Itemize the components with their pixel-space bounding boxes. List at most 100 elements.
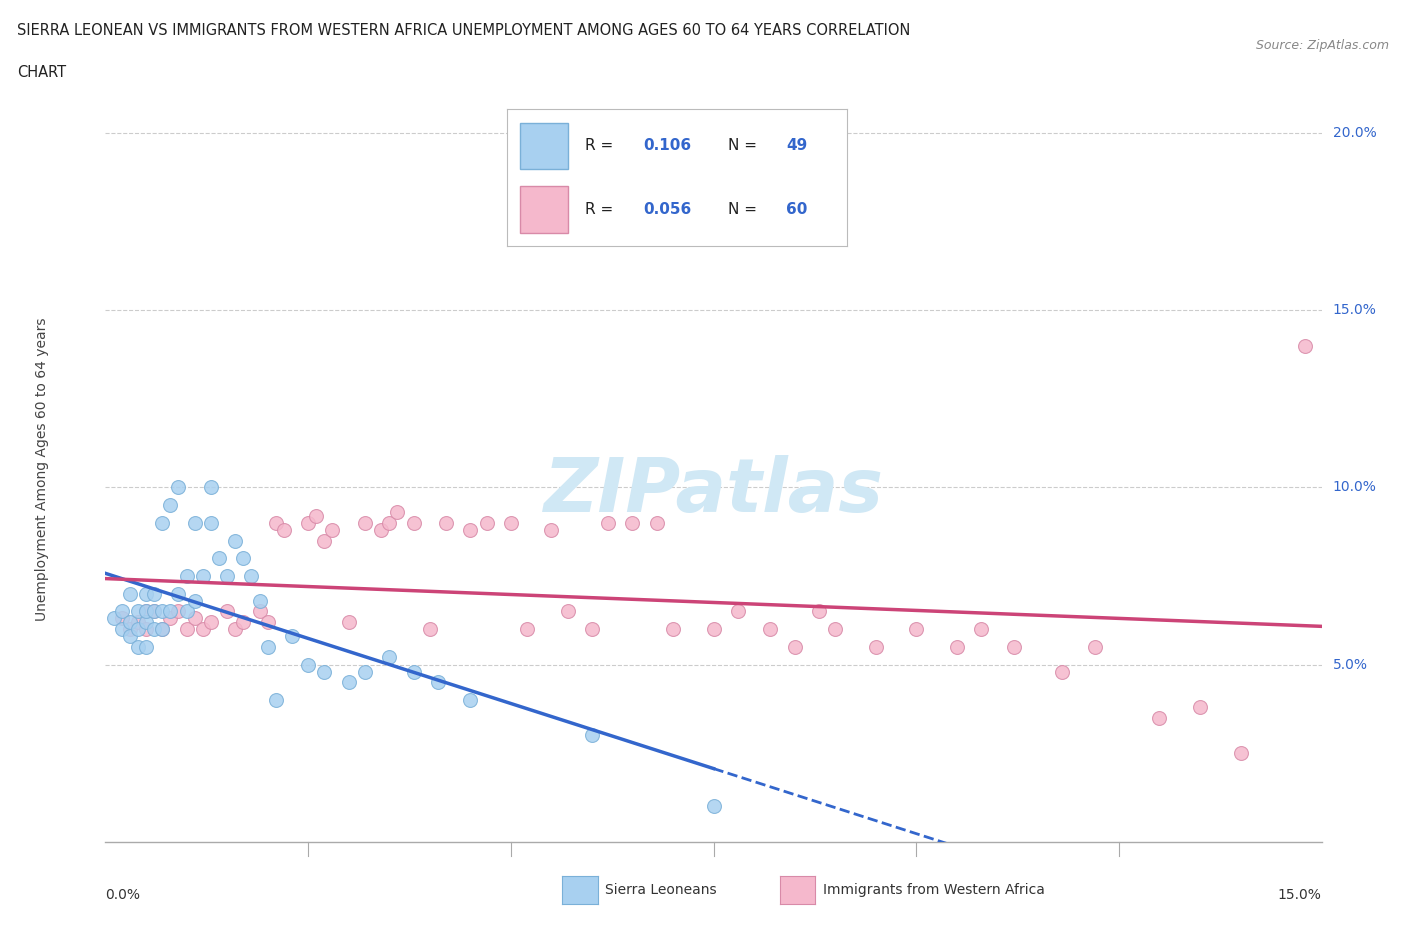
Point xyxy=(378,650,401,665)
Point xyxy=(1050,664,1073,679)
Point xyxy=(135,621,157,636)
Point xyxy=(581,728,603,743)
Point xyxy=(516,621,538,636)
Point xyxy=(1084,639,1107,654)
Point xyxy=(458,693,481,708)
Point xyxy=(191,568,214,583)
Text: 0.0%: 0.0% xyxy=(105,888,141,902)
Point xyxy=(150,621,173,636)
Point xyxy=(402,515,425,530)
Point xyxy=(200,615,222,630)
Point xyxy=(256,615,278,630)
Point xyxy=(183,611,205,626)
Point xyxy=(905,621,928,636)
Point xyxy=(232,551,254,565)
Text: Source: ZipAtlas.com: Source: ZipAtlas.com xyxy=(1256,39,1389,52)
Point xyxy=(314,533,336,548)
Point xyxy=(264,693,287,708)
Point xyxy=(256,639,278,654)
Point xyxy=(824,621,846,636)
Text: 15.0%: 15.0% xyxy=(1333,303,1376,317)
Point xyxy=(191,621,214,636)
Text: CHART: CHART xyxy=(17,65,66,80)
Point xyxy=(337,615,360,630)
Text: SIERRA LEONEAN VS IMMIGRANTS FROM WESTERN AFRICA UNEMPLOYMENT AMONG AGES 60 TO 6: SIERRA LEONEAN VS IMMIGRANTS FROM WESTER… xyxy=(17,23,910,38)
Point xyxy=(321,523,343,538)
Point xyxy=(354,664,377,679)
Text: Immigrants from Western Africa: Immigrants from Western Africa xyxy=(823,883,1045,897)
Point xyxy=(1294,339,1316,353)
Point xyxy=(305,509,328,524)
Point xyxy=(167,480,190,495)
Point xyxy=(1149,711,1171,725)
Point xyxy=(159,611,181,626)
Point xyxy=(167,586,190,601)
Point xyxy=(111,611,134,626)
Point xyxy=(183,515,205,530)
Point xyxy=(273,523,295,538)
Point xyxy=(103,611,125,626)
Point xyxy=(200,480,222,495)
Point xyxy=(150,604,173,618)
Point xyxy=(135,586,157,601)
Point xyxy=(1189,699,1212,714)
Point xyxy=(281,629,304,644)
Point xyxy=(387,505,409,520)
Point xyxy=(702,621,725,636)
Point xyxy=(426,675,449,690)
Point xyxy=(159,498,181,512)
Point xyxy=(135,604,157,618)
Point xyxy=(249,604,271,618)
Text: 10.0%: 10.0% xyxy=(1333,481,1376,495)
Point xyxy=(127,615,149,630)
Point xyxy=(458,523,481,538)
Point xyxy=(419,621,441,636)
Point xyxy=(143,586,166,601)
Point xyxy=(143,621,166,636)
Point xyxy=(402,664,425,679)
Point xyxy=(118,615,141,630)
Point xyxy=(297,658,319,672)
Point xyxy=(702,799,725,814)
Point xyxy=(434,515,457,530)
Point xyxy=(143,604,166,618)
Point xyxy=(111,604,134,618)
Point xyxy=(118,621,141,636)
Point xyxy=(176,568,198,583)
Point xyxy=(354,515,377,530)
Text: 20.0%: 20.0% xyxy=(1333,126,1376,140)
Point xyxy=(297,515,319,530)
Point xyxy=(807,604,830,618)
Point xyxy=(1002,639,1025,654)
Point xyxy=(727,604,749,618)
Text: 5.0%: 5.0% xyxy=(1333,658,1368,671)
Point xyxy=(150,621,173,636)
Point xyxy=(224,533,246,548)
Point xyxy=(337,675,360,690)
Text: Unemployment Among Ages 60 to 64 years: Unemployment Among Ages 60 to 64 years xyxy=(35,318,49,621)
Point xyxy=(621,515,644,530)
Point xyxy=(759,621,782,636)
Point xyxy=(208,551,231,565)
Point xyxy=(662,621,685,636)
Point xyxy=(135,639,157,654)
Point xyxy=(127,604,149,618)
Point xyxy=(176,604,198,618)
Point xyxy=(127,639,149,654)
Point xyxy=(970,621,993,636)
Point xyxy=(183,593,205,608)
Text: ZIPatlas: ZIPatlas xyxy=(544,456,883,528)
Point xyxy=(150,515,173,530)
Point xyxy=(127,621,149,636)
Point xyxy=(118,629,141,644)
Point xyxy=(249,593,271,608)
Point xyxy=(217,568,239,583)
Point xyxy=(135,604,157,618)
Point xyxy=(118,586,141,601)
Point xyxy=(217,604,239,618)
Point xyxy=(581,621,603,636)
Point xyxy=(540,523,562,538)
Point xyxy=(865,639,887,654)
Point xyxy=(232,615,254,630)
Point xyxy=(314,664,336,679)
